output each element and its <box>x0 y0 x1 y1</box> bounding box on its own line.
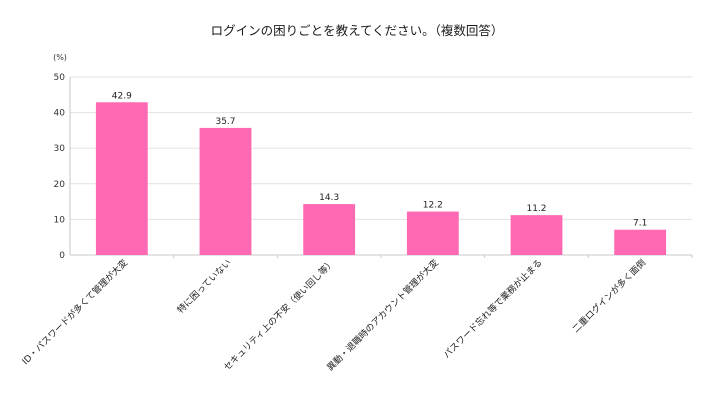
gridlines <box>70 76 692 220</box>
data-label: 11.2 <box>526 204 546 214</box>
bar <box>510 215 563 255</box>
bar <box>614 229 667 255</box>
bar <box>303 204 356 255</box>
bar <box>95 102 148 255</box>
data-label: 35.7 <box>215 117 235 127</box>
y-tick-label: 20 <box>54 180 66 190</box>
x-tick-label: 特に困っていない <box>175 257 234 316</box>
x-tick-label: ID・パスワードが多くて管理が大変 <box>19 257 130 368</box>
y-tick-label: 40 <box>54 109 66 119</box>
y-tick-label: 10 <box>54 215 66 225</box>
data-label: 12.2 <box>423 201 443 211</box>
bars <box>95 102 667 255</box>
data-label: 14.3 <box>319 193 339 203</box>
bar <box>406 211 459 255</box>
bar <box>199 127 252 255</box>
y-tick-label: 0 <box>59 251 65 261</box>
data-label: 42.9 <box>112 91 132 101</box>
y-tick-label: 30 <box>54 144 66 154</box>
x-tick-label: パスワード忘れ等で業務が止まる <box>441 257 545 361</box>
axes <box>69 77 693 258</box>
x-tick-label: 二重ログインが多く面倒 <box>570 257 648 335</box>
data-label: 7.1 <box>633 219 647 229</box>
y-tick-label: 50 <box>54 73 66 83</box>
x-tick-label: セキュリティ上の不安（使い回し等） <box>221 257 337 373</box>
chart-title: ログインの困りごとを教えてください。（複数回答） <box>211 23 504 38</box>
x-tick-label: 異動・退職時のアカウント管理が大変 <box>324 257 441 374</box>
y-unit-label: (%) <box>53 53 67 62</box>
